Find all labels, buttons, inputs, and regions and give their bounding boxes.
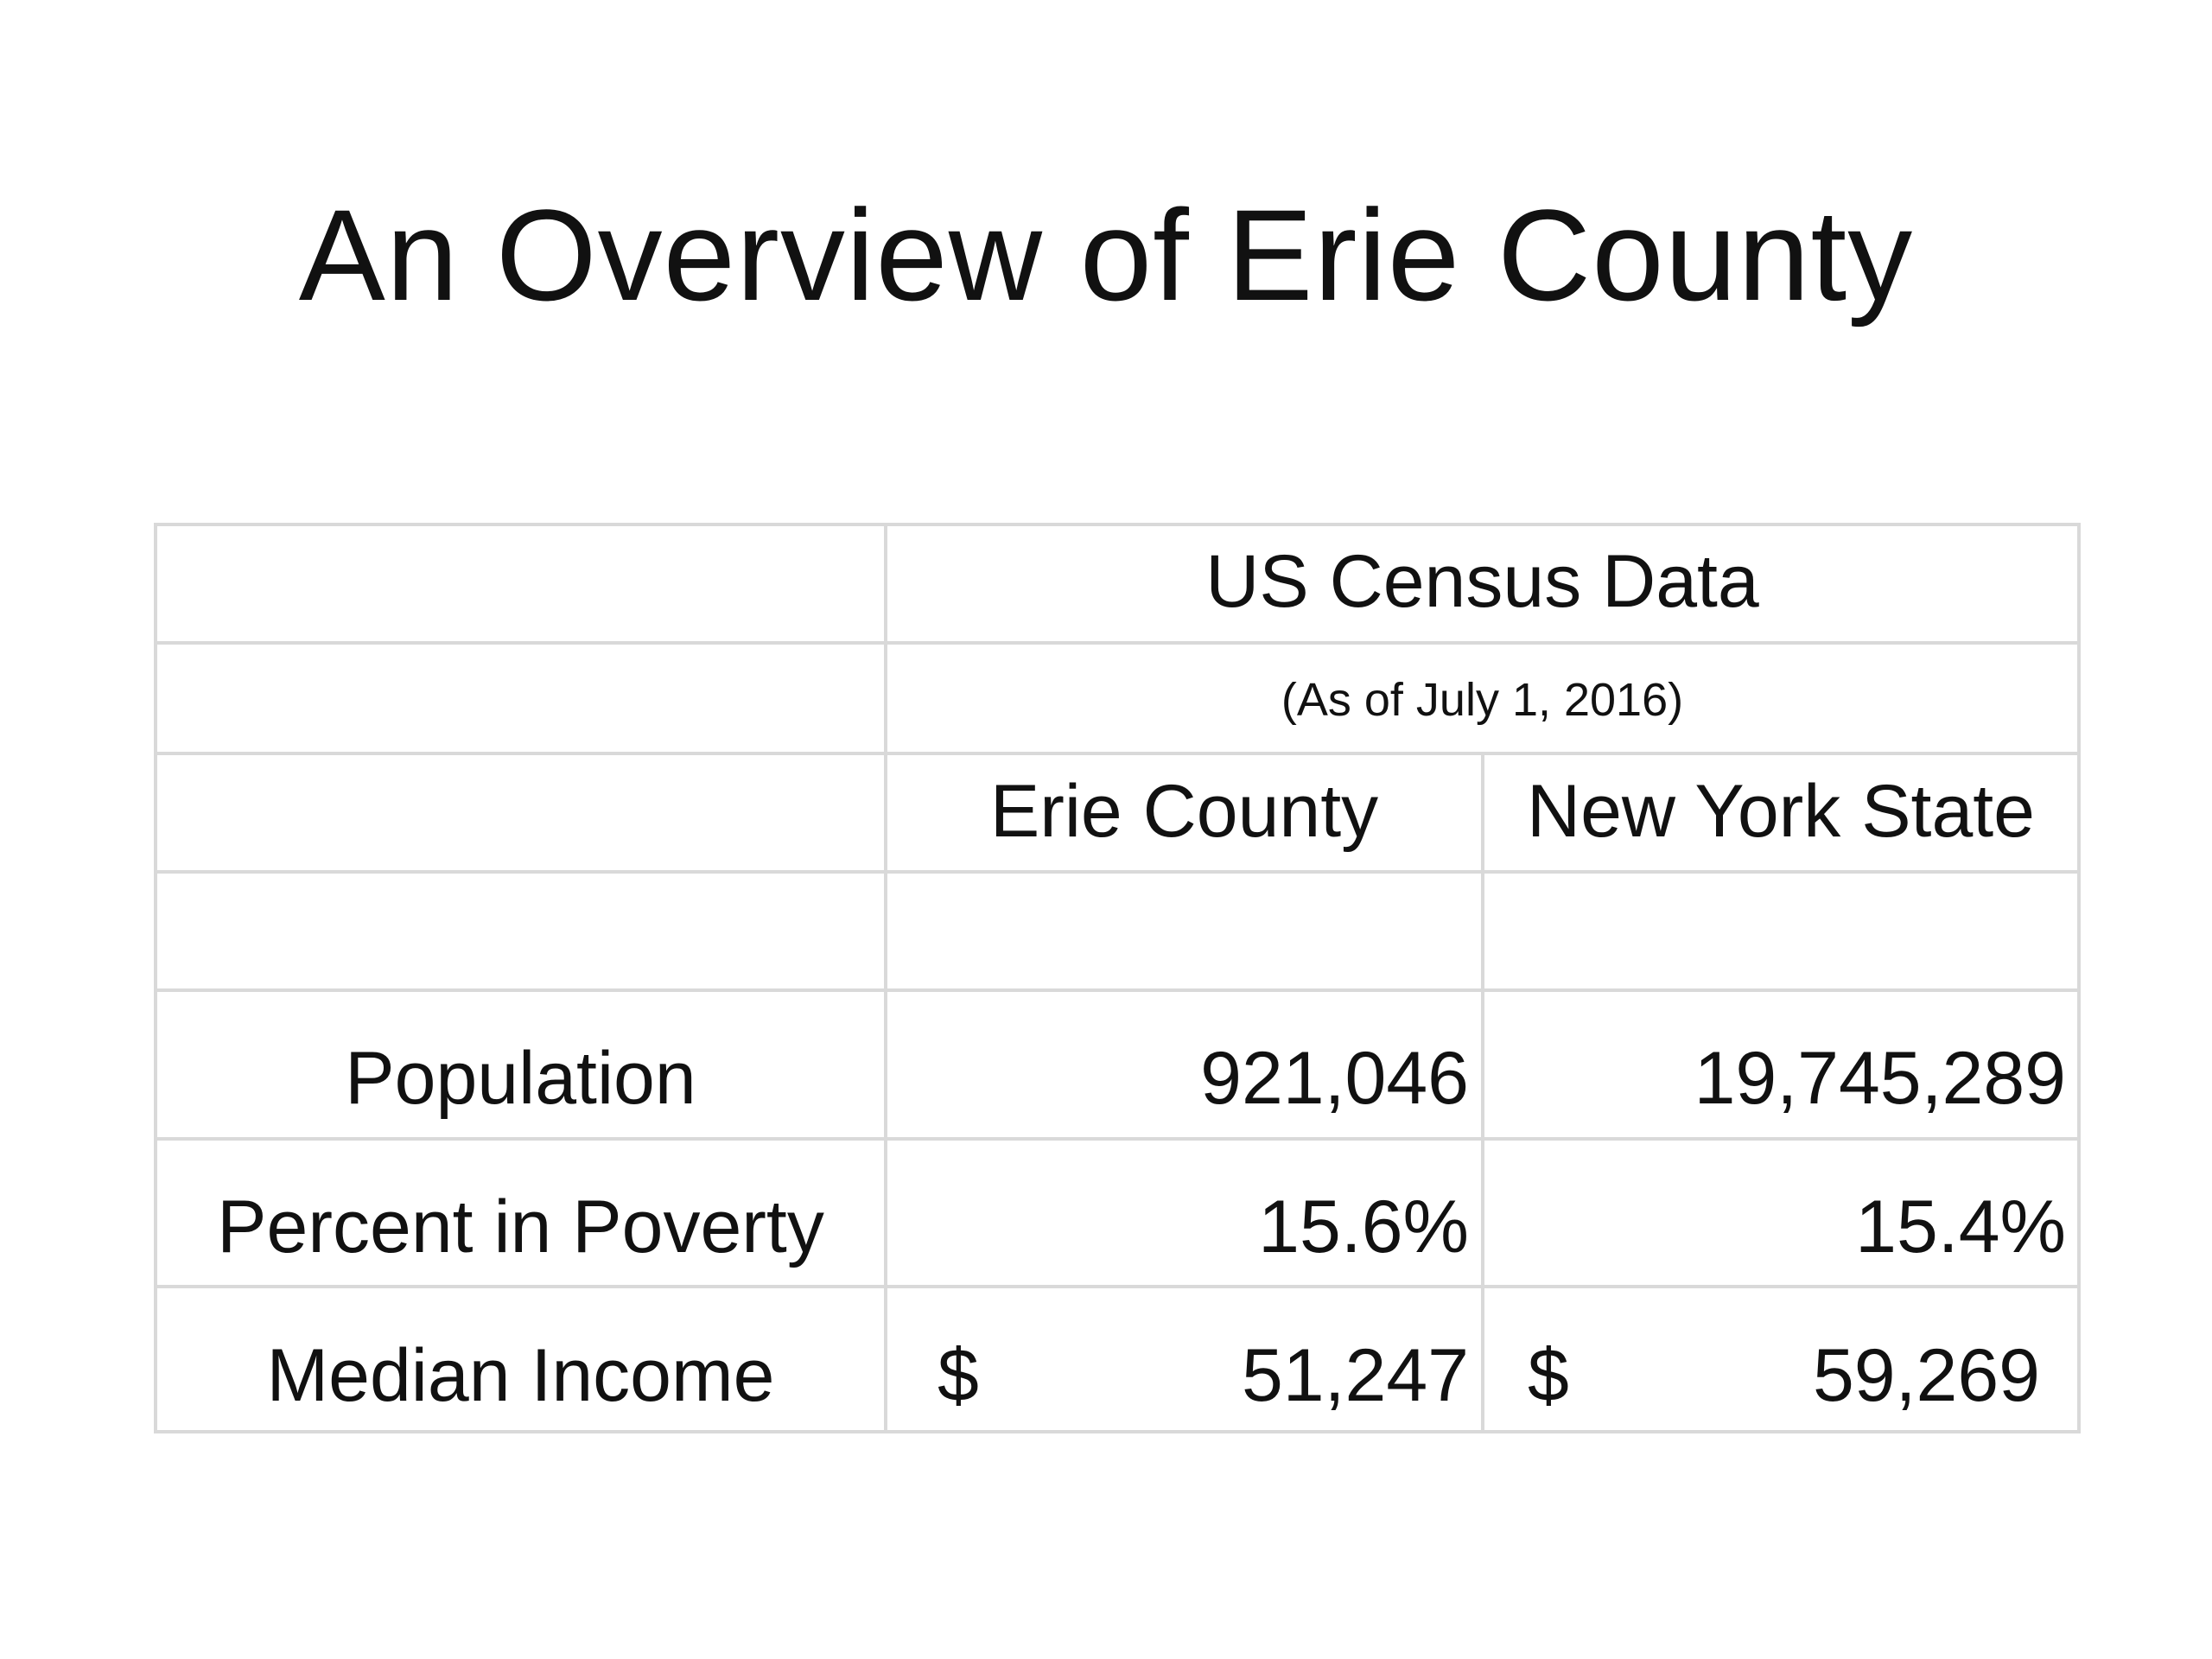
nys-population-value: 19,745,289 — [1694, 1037, 2066, 1120]
row-label-percent-in-poverty: Percent in Poverty — [217, 1185, 824, 1268]
grid-line-h5 — [154, 1137, 2081, 1141]
erie-income-value: 51,247 — [1241, 1334, 1469, 1417]
grid-line-h6 — [154, 1285, 2081, 1288]
erie-income-currency-symbol: $ — [938, 1334, 979, 1417]
grid-line-h3 — [154, 870, 2081, 874]
erie-population-value: 921,046 — [1200, 1037, 1469, 1120]
column-header-erie-county: Erie County — [989, 770, 1379, 853]
grid-line-v1 — [884, 523, 887, 1433]
slide-title: An Overview of Erie County — [298, 182, 1914, 327]
nys-income-value: 59,269 — [1812, 1334, 2040, 1417]
grid-line-h1 — [154, 641, 2081, 645]
census-table: US Census Data (As of July 1, 2016) Erie… — [154, 523, 2081, 1433]
column-header-new-york-state: New York State — [1526, 770, 2036, 853]
grid-line-left — [154, 523, 157, 1433]
row-label-population: Population — [345, 1037, 696, 1120]
nys-poverty-value: 15.4% — [1855, 1185, 2066, 1268]
grid-line-top — [154, 523, 2081, 526]
erie-poverty-value: 15.6% — [1258, 1185, 1469, 1268]
table-group-subtitle: (As of July 1, 2016) — [1281, 674, 1684, 726]
nys-income-currency-symbol: $ — [1528, 1334, 1569, 1417]
grid-line-h4 — [154, 988, 2081, 992]
grid-line-v2 — [1481, 752, 1484, 1433]
grid-line-h2 — [154, 752, 2081, 755]
table-group-title: US Census Data — [1205, 540, 1759, 623]
grid-line-right — [2077, 523, 2081, 1433]
grid-line-bottom — [154, 1430, 2081, 1433]
row-label-median-income: Median Income — [266, 1334, 775, 1417]
